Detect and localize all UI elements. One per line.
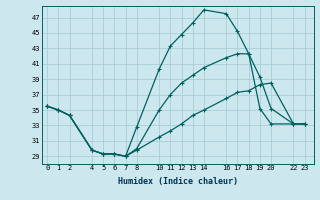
X-axis label: Humidex (Indice chaleur): Humidex (Indice chaleur) xyxy=(118,177,237,186)
